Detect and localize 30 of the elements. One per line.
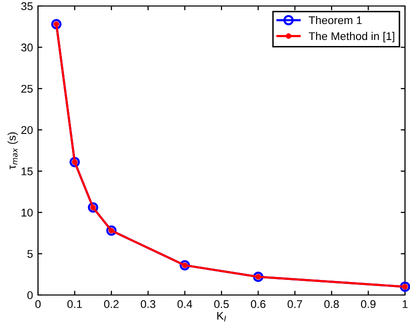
x-tick-label: 1 [402, 300, 408, 308]
x-tick-label: 0.5 [214, 300, 229, 308]
x-tick-label: 0.7 [288, 300, 302, 308]
y-tick-label: 20 [21, 126, 33, 134]
x-tick-label: 0.8 [324, 300, 339, 308]
x-tick-label: 0.3 [140, 300, 156, 308]
y-tick-label: 0 [27, 291, 33, 300]
point [69, 156, 80, 168]
x-tick-label: 0.9 [361, 300, 376, 308]
x-axis-title: K$_{I}$ [217, 312, 226, 322]
legend-label: Theorem 1 [308, 16, 362, 24]
y-tick-label: 5 [27, 250, 33, 258]
y-tick-label: 10 [22, 208, 33, 217]
y-tick-label: 15 [22, 168, 33, 176]
y-tick-label: 35 [21, 2, 33, 10]
point [88, 202, 98, 213]
point [400, 282, 410, 292]
y-tick-label: 25 [21, 84, 33, 93]
x-tick-label: 0.1 [67, 300, 82, 308]
x-tick-label: 0.6 [250, 300, 266, 308]
x-tick-label: 0.2 [104, 300, 119, 308]
point [180, 260, 190, 270]
x-tick-label: 0 [35, 300, 41, 308]
x-tick-label: 0.4 [178, 300, 192, 308]
y-tick-label: 30 [21, 44, 33, 52]
legend-label: The Method in [1] [308, 32, 394, 42]
point [51, 18, 62, 30]
y-axis-title: τ$_{max}$ (s) [8, 132, 18, 170]
point [106, 225, 117, 236]
point [252, 272, 264, 282]
